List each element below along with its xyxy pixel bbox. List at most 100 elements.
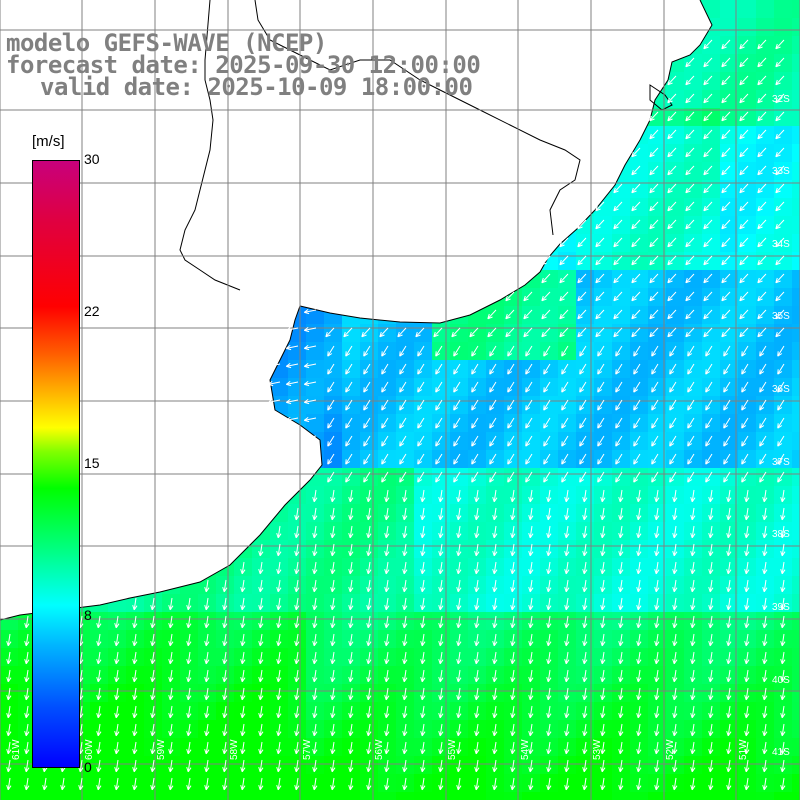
wind-arrow bbox=[667, 165, 677, 176]
colorbar-tick-label: 8 bbox=[84, 607, 92, 623]
wind-arrow bbox=[618, 687, 624, 701]
field-cell bbox=[648, 360, 666, 378]
wind-arrow bbox=[726, 525, 732, 539]
wind-arrow bbox=[615, 381, 623, 393]
wind-arrow bbox=[327, 435, 335, 447]
longitude-label: 52W bbox=[665, 739, 676, 760]
wind-arrow bbox=[613, 201, 623, 212]
wind-arrow bbox=[564, 579, 570, 593]
field-cell bbox=[756, 216, 774, 234]
field-cell bbox=[666, 234, 684, 252]
wind-arrow bbox=[417, 399, 425, 411]
field-cell bbox=[648, 144, 666, 162]
wind-arrow bbox=[543, 435, 551, 447]
wind-arrow bbox=[204, 615, 210, 629]
wind-arrow bbox=[6, 633, 12, 647]
wind-arrow bbox=[456, 651, 462, 665]
wind-arrow bbox=[507, 453, 515, 465]
field-cell bbox=[774, 144, 792, 162]
wind-arrow bbox=[345, 381, 353, 393]
wind-arrow bbox=[489, 453, 497, 465]
wind-arrow bbox=[777, 417, 785, 429]
wind-arrow bbox=[762, 489, 768, 503]
field-cell bbox=[486, 360, 504, 378]
wind-arrow bbox=[687, 345, 695, 357]
wind-arrow bbox=[654, 489, 660, 503]
field-cell bbox=[414, 360, 432, 378]
field-cell bbox=[648, 216, 666, 234]
wind-arrow bbox=[492, 489, 498, 503]
wind-arrow bbox=[150, 651, 156, 665]
land-mass bbox=[0, 0, 712, 620]
wind-arrow bbox=[667, 93, 677, 104]
wind-arrow bbox=[312, 561, 318, 575]
field-cell bbox=[738, 234, 756, 252]
wind-arrow bbox=[708, 669, 714, 683]
wind-arrow bbox=[417, 345, 425, 357]
field-cell bbox=[720, 288, 738, 306]
wind-arrow bbox=[294, 507, 300, 521]
wind-arrow bbox=[222, 651, 228, 665]
wind-arrow bbox=[222, 741, 228, 755]
wind-arrow bbox=[420, 651, 426, 665]
wind-arrow bbox=[759, 471, 767, 483]
field-cell bbox=[738, 270, 756, 288]
field-cell bbox=[396, 396, 414, 414]
wind-arrow bbox=[345, 435, 353, 447]
wind-arrow bbox=[487, 309, 497, 320]
field-cell bbox=[702, 216, 720, 234]
wind-arrow bbox=[294, 597, 300, 611]
field-cell bbox=[792, 450, 800, 468]
wind-arrow bbox=[739, 309, 749, 320]
field-cell bbox=[594, 234, 612, 252]
field-cell bbox=[540, 360, 558, 378]
wind-arrow bbox=[361, 327, 371, 338]
wind-arrow bbox=[649, 129, 659, 140]
field-cell bbox=[792, 54, 800, 72]
wind-arrow bbox=[672, 759, 678, 773]
field-cell bbox=[306, 396, 324, 414]
wind-arrow bbox=[303, 327, 317, 333]
field-cell bbox=[630, 432, 648, 450]
wind-arrow bbox=[384, 579, 390, 593]
wind-arrow bbox=[708, 759, 714, 773]
wind-arrow bbox=[541, 327, 551, 338]
wind-arrow bbox=[438, 741, 444, 755]
wind-arrow bbox=[276, 543, 282, 557]
wind-arrow bbox=[474, 741, 480, 755]
wind-arrow bbox=[690, 507, 696, 521]
wind-arrow bbox=[240, 705, 246, 719]
wind-arrow bbox=[600, 597, 606, 611]
wind-arrow bbox=[615, 363, 623, 375]
model-title: modelo GEFS-WAVE (NCEP) bbox=[6, 29, 327, 57]
wind-arrow bbox=[114, 633, 120, 647]
field-cell bbox=[594, 414, 612, 432]
wind-arrow bbox=[150, 687, 156, 701]
wind-arrow bbox=[6, 759, 12, 773]
wind-arrow bbox=[762, 525, 768, 539]
wind-arrow bbox=[294, 687, 300, 701]
wind-arrow bbox=[420, 633, 426, 647]
wind-arrow bbox=[739, 327, 749, 338]
wind-arrow bbox=[420, 489, 426, 503]
field-cell bbox=[720, 90, 738, 108]
wind-arrow bbox=[6, 651, 12, 665]
wind-arrow bbox=[669, 363, 677, 375]
wind-arrow bbox=[303, 345, 317, 351]
wind-arrow bbox=[633, 471, 641, 483]
field-cell bbox=[522, 342, 540, 360]
field-cell bbox=[468, 414, 486, 432]
field-cell bbox=[684, 72, 702, 90]
wind-arrow bbox=[348, 705, 354, 719]
wind-arrow bbox=[703, 93, 713, 104]
wind-arrow bbox=[420, 561, 426, 575]
field-cell bbox=[666, 72, 684, 90]
wind-arrow bbox=[780, 561, 786, 575]
wind-arrow bbox=[687, 417, 695, 429]
wind-arrow bbox=[420, 615, 426, 629]
wind-arrow bbox=[705, 399, 713, 411]
wind-arrow bbox=[613, 255, 623, 266]
wind-arrow bbox=[777, 363, 785, 375]
latitude-label: 33S bbox=[772, 166, 790, 177]
wind-arrow bbox=[703, 165, 713, 176]
